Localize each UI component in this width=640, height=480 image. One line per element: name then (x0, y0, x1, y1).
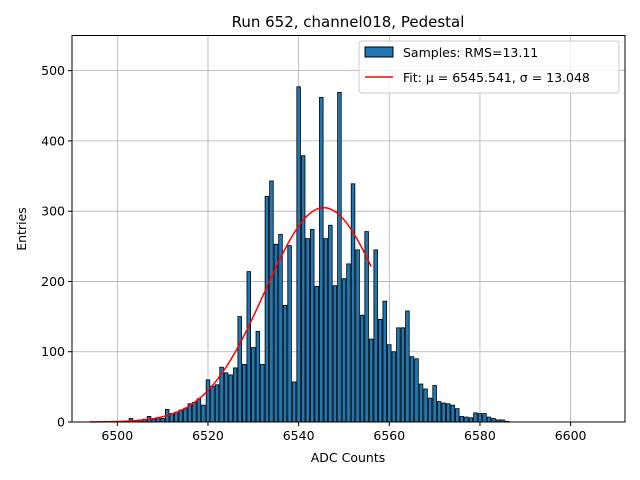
histogram-bar (183, 408, 188, 423)
histogram-bar (441, 402, 446, 423)
histogram-bar (368, 338, 374, 423)
histogram-bar (346, 263, 351, 423)
histogram-bar (237, 316, 242, 423)
legend-histogram-swatch (364, 46, 394, 58)
histogram-bar (287, 245, 292, 423)
histogram-bar (400, 327, 406, 423)
y-tick-label: 300 (41, 204, 65, 219)
x-tick-label: 6540 (283, 428, 315, 443)
histogram-bar (328, 224, 333, 423)
histogram-bar (373, 249, 378, 423)
histogram-bar (314, 285, 319, 423)
histogram-bar (300, 155, 306, 423)
histogram-bar (477, 413, 483, 423)
histogram-bar (359, 314, 365, 423)
histogram-bar (405, 310, 410, 423)
histogram-bar (355, 249, 360, 423)
histogram-bar (427, 397, 433, 423)
x-tick-label: 6580 (464, 428, 496, 443)
x-tick-label: 6560 (373, 428, 405, 443)
x-tick-label: 6520 (192, 428, 224, 443)
histogram-bar (305, 238, 310, 423)
fit-curve (90, 206, 372, 423)
histogram-bar (319, 96, 324, 423)
histogram-bar (242, 363, 247, 423)
histogram-bar (337, 92, 342, 423)
x-tick-label: 6500 (101, 428, 133, 443)
y-tick-label: 0 (57, 415, 65, 430)
histogram-bar (278, 233, 283, 423)
x-axis-label: ADC Counts (311, 450, 386, 465)
histogram-bar (468, 417, 474, 423)
histogram-bar (450, 404, 455, 423)
histogram-bar (414, 358, 419, 423)
histogram-bar (210, 385, 215, 423)
histogram-bar (432, 385, 437, 423)
histogram-bar (228, 374, 233, 423)
histogram-bar (232, 367, 238, 423)
y-axis-ticks: 0 100 200 300 400 500 (41, 63, 72, 430)
histogram-bar (378, 319, 383, 423)
histogram-bar (350, 183, 356, 423)
histogram-bar (282, 304, 288, 423)
histogram-bar (260, 363, 265, 423)
histogram-bar (436, 401, 442, 423)
legend: Samples: RMS=13.11 Fit: μ = 6545.541, σ … (358, 40, 620, 94)
y-tick-label: 500 (41, 63, 65, 78)
x-tick-label: 6600 (555, 428, 587, 443)
legend-histogram-label: Samples: RMS=13.11 (403, 45, 538, 60)
histogram-bar (251, 347, 256, 423)
histogram-bar (387, 344, 392, 423)
histogram-bar (455, 408, 460, 423)
histogram-bar (382, 300, 387, 423)
histogram-bar (323, 238, 329, 423)
histogram-bar (473, 412, 478, 423)
histogram-bar (214, 384, 220, 423)
histogram-bar (423, 388, 428, 423)
histogram-bar (291, 381, 297, 423)
histogram-bar (192, 401, 197, 423)
histogram-bar (464, 416, 469, 423)
histogram-bar (296, 86, 301, 423)
x-axis-ticks: 6500 6520 6540 6560 6580 6600 (101, 422, 587, 443)
histogram-bar (205, 379, 211, 423)
histogram-bar (391, 351, 397, 423)
chart-title: Run 652, channel018, Pedestal (232, 13, 465, 31)
histogram-bar (459, 415, 465, 423)
histogram-bar (160, 418, 165, 423)
histogram-bar (396, 327, 401, 423)
histogram-bar (486, 416, 492, 423)
histogram-bar (196, 398, 202, 423)
histogram-bar (264, 196, 270, 423)
histogram-bars (128, 86, 510, 423)
y-axis-label: Entries (14, 207, 29, 251)
legend-box (358, 40, 620, 94)
histogram-bar (223, 372, 229, 423)
y-tick-label: 100 (41, 344, 65, 359)
histogram-bar (269, 180, 274, 423)
y-tick-label: 200 (41, 274, 65, 289)
histogram-bar (409, 356, 415, 423)
histogram-bar (482, 413, 487, 423)
histogram-bar (341, 278, 347, 423)
histogram-bar (246, 271, 251, 423)
histogram-bar (446, 403, 451, 423)
histogram-bar (491, 418, 496, 423)
histogram-bar (255, 330, 261, 423)
legend-fit-label: Fit: μ = 6545.541, σ = 13.048 (403, 70, 590, 85)
plot-area-frame (71, 35, 626, 423)
y-tick-label: 400 (41, 133, 65, 148)
histogram-bar (332, 285, 338, 423)
histogram-bar (201, 404, 206, 423)
histogram-bar (310, 229, 315, 423)
histogram-bar (418, 383, 424, 423)
